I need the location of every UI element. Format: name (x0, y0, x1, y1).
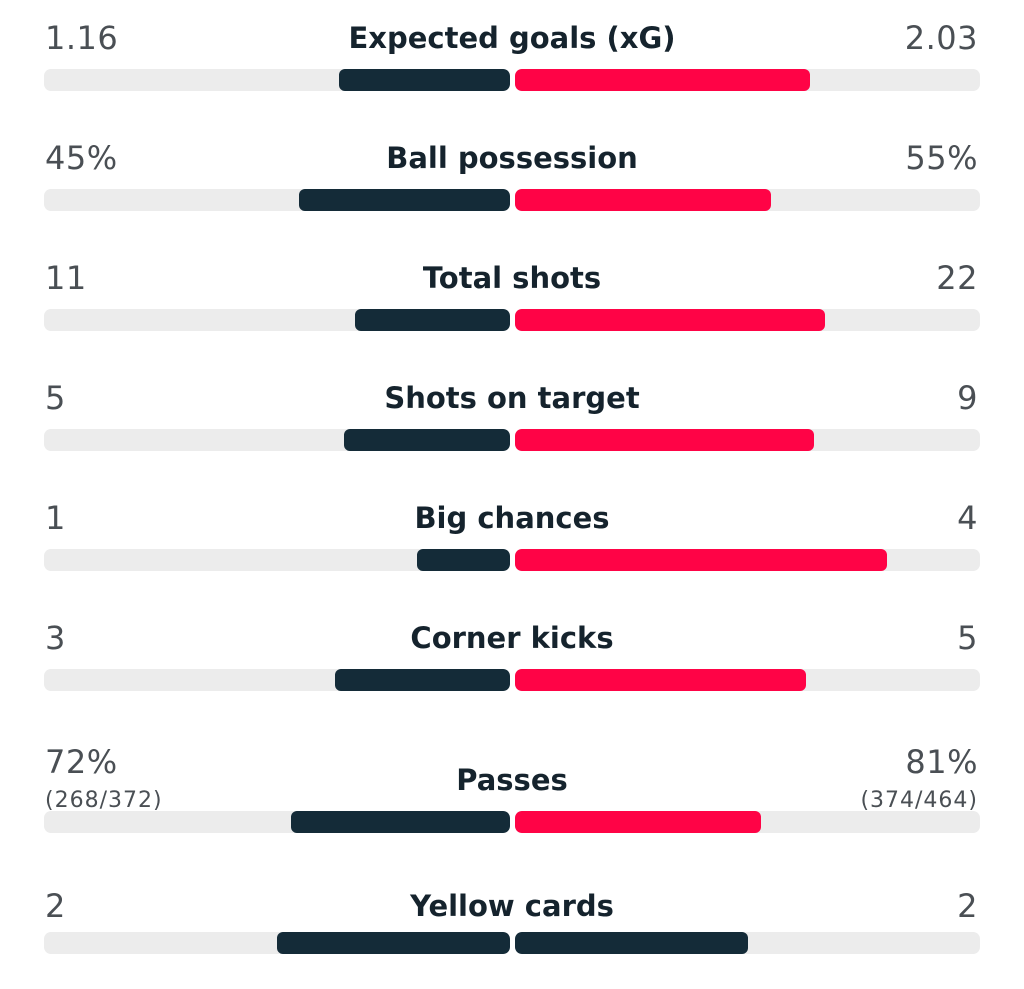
away-bar-fill (515, 309, 826, 331)
home-bar-fill (277, 932, 510, 954)
home-bar-track (44, 549, 510, 571)
home-bar-fill (416, 549, 510, 571)
home-bar-fill (343, 429, 510, 451)
away-bar-track (515, 429, 980, 451)
home-bar-track (44, 811, 510, 833)
home-bar-fill (339, 69, 510, 91)
away-bar-track (515, 549, 980, 571)
away-value: 2.03 (904, 19, 978, 57)
stat-row-total-shots: 11 Total shots 22 (0, 246, 1024, 346)
away-value: 55% (905, 139, 978, 177)
home-bar-track (44, 669, 510, 691)
home-value: 1 (45, 499, 66, 537)
away-bar-fill (515, 69, 811, 91)
away-bar-track (515, 69, 980, 91)
away-sub-value: (374/464) (860, 788, 978, 813)
away-value: 5 (957, 619, 978, 657)
stat-row-ball-possession: 45% Ball possession 55% (0, 126, 1024, 226)
home-bar-track (44, 429, 510, 451)
stat-label: Yellow cards (410, 889, 614, 923)
home-bar-track (44, 309, 510, 331)
away-bar-track (515, 811, 980, 833)
home-value: 72% (45, 743, 118, 781)
stat-label: Ball possession (386, 141, 638, 175)
home-value: 5 (45, 379, 66, 417)
stat-row-corner-kicks: 3 Corner kicks 5 (0, 606, 1024, 706)
stat-row-expected-goals: 1.16 Expected goals (xG) 2.03 (0, 6, 1024, 106)
away-value: 81% (905, 743, 978, 781)
home-bar-fill (354, 309, 510, 331)
away-value: 9 (957, 379, 978, 417)
home-value: 3 (45, 619, 66, 657)
away-value: 2 (957, 887, 978, 925)
stat-row-yellow-cards: 2 Yellow cards 2 (0, 874, 1024, 974)
stat-label: Shots on target (384, 381, 640, 415)
stat-label: Corner kicks (410, 621, 614, 655)
home-sub-value: (268/372) (45, 788, 163, 813)
home-value: 2 (45, 887, 66, 925)
away-bar-track (515, 189, 980, 211)
away-bar-track (515, 932, 980, 954)
home-bar-fill (335, 669, 510, 691)
away-bar-track (515, 669, 980, 691)
away-bar-track (515, 309, 980, 331)
stat-label: Expected goals (xG) (348, 21, 676, 55)
home-bar-fill (299, 189, 510, 211)
away-bar-fill (515, 811, 761, 833)
home-value: 11 (45, 259, 87, 297)
home-value: 1.16 (45, 19, 119, 57)
stat-label: Big chances (414, 501, 610, 535)
home-bar-track (44, 932, 510, 954)
away-bar-fill (515, 549, 887, 571)
home-bar-track (44, 69, 510, 91)
stat-row-shots-on-target: 5 Shots on target 9 (0, 366, 1024, 466)
home-bar-track (44, 189, 510, 211)
away-bar-fill (515, 932, 748, 954)
away-value: 4 (957, 499, 978, 537)
away-bar-fill (515, 189, 772, 211)
stat-row-passes: 72% (268/372) Passes 81% (374/464) (0, 730, 1024, 840)
stat-row-big-chances: 1 Big chances 4 (0, 486, 1024, 586)
stat-label: Passes (456, 763, 568, 797)
home-bar-fill (290, 811, 510, 833)
home-value: 45% (45, 139, 118, 177)
away-value: 22 (936, 259, 978, 297)
away-bar-fill (515, 429, 814, 451)
away-bar-fill (515, 669, 806, 691)
stat-label: Total shots (422, 261, 602, 295)
